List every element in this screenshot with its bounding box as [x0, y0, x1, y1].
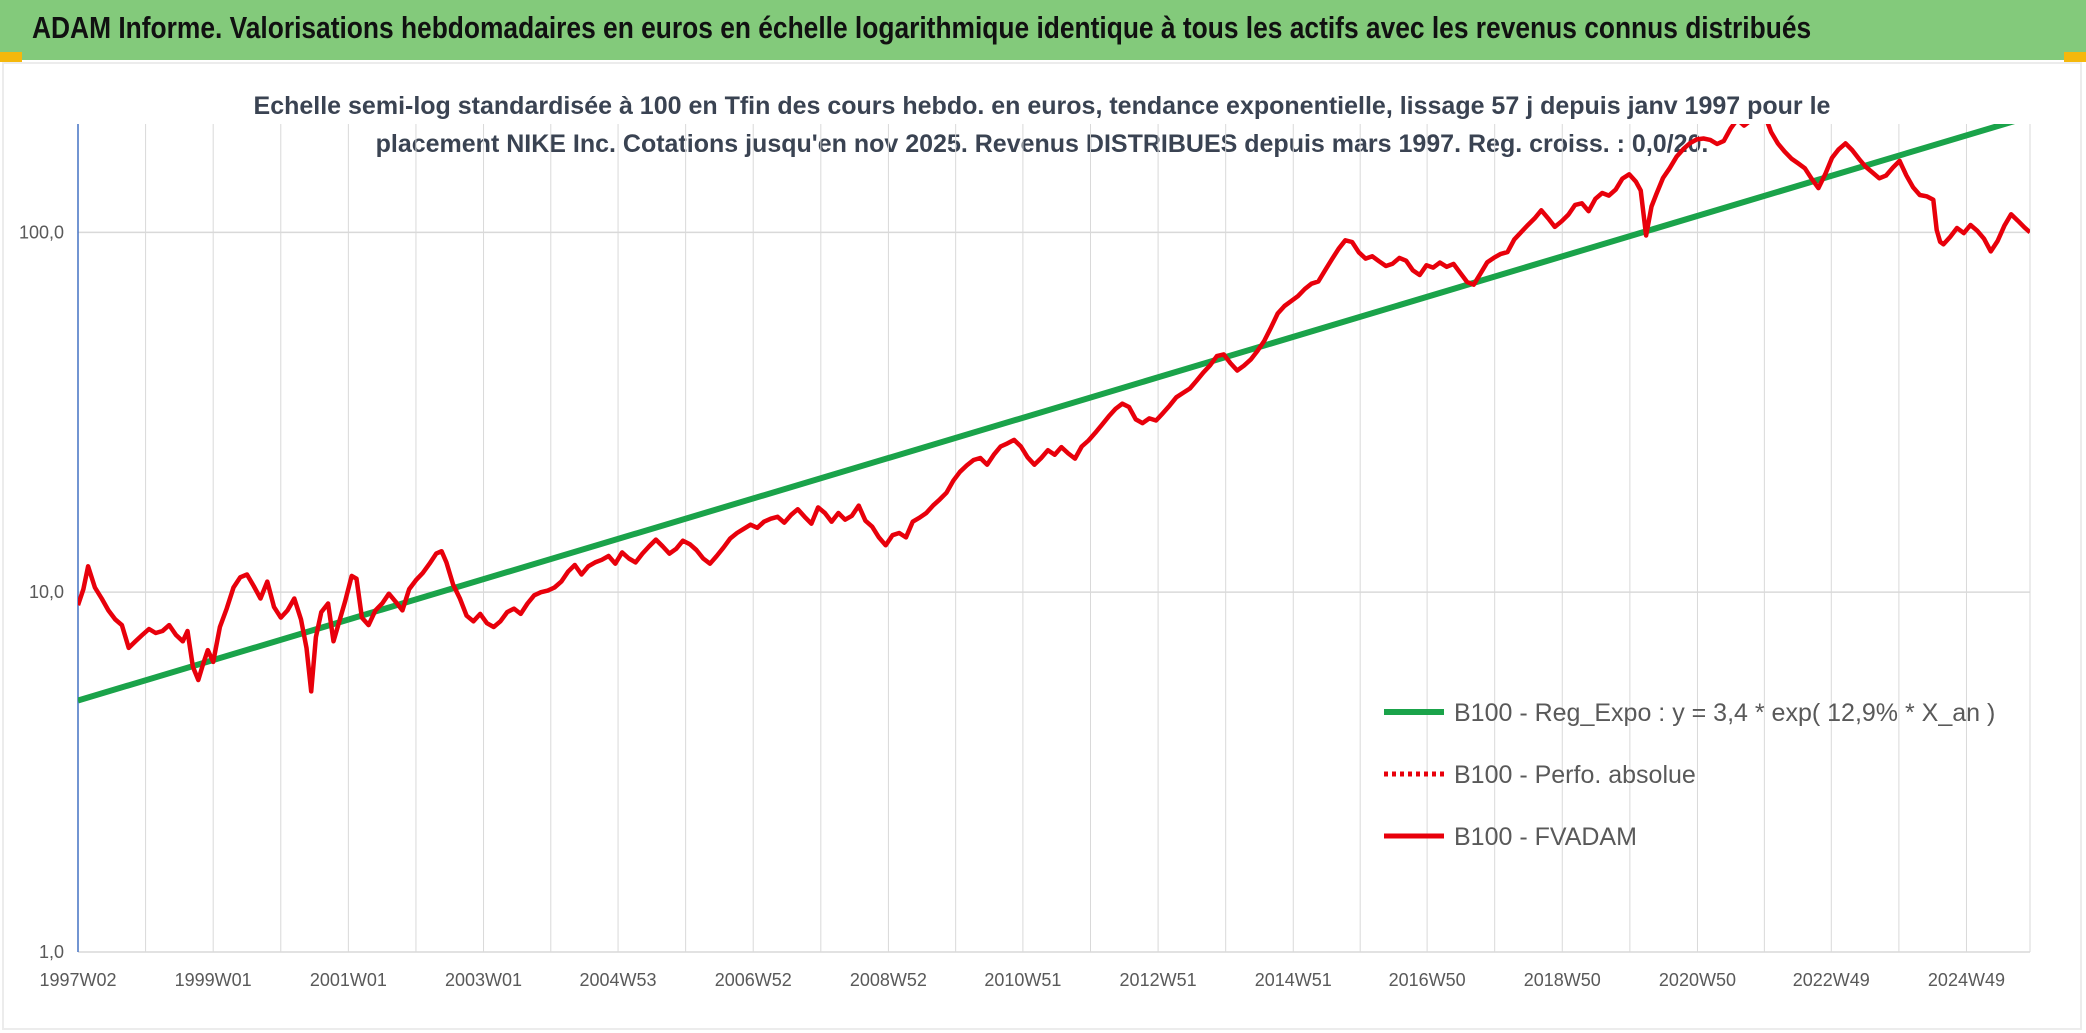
chart-subtitle-line-2: placement NIKE Inc. Cotations jusqu'en n… — [376, 130, 1709, 158]
report-title: ADAM Informe. Valorisations hebdomadaire… — [32, 10, 1812, 45]
corner-tab-right — [2064, 52, 2086, 62]
x-tick-label: 2008W52 — [850, 970, 927, 990]
x-tick-label: 2020W50 — [1659, 970, 1736, 990]
x-tick-label: 1997W02 — [39, 970, 116, 990]
x-tick-label: 2022W49 — [1793, 970, 1870, 990]
y-tick-label: 100,0 — [19, 222, 64, 242]
regression-line — [78, 124, 2016, 704]
x-tick-label: 2012W51 — [1120, 970, 1197, 990]
x-tick-label: 1999W01 — [175, 970, 252, 990]
axes: 1,0 10,0 100,0 1997W02 1999W01 2001W01 2003W01… — [19, 124, 2005, 990]
y-tick-label: 10,0 — [29, 582, 64, 602]
x-tick-label: 2016W50 — [1389, 970, 1466, 990]
series-lines — [78, 124, 2030, 704]
x-tick-label: 2003W01 — [445, 970, 522, 990]
y-tick-label: 1,0 — [39, 942, 64, 962]
log-chart: Echelle semi-log standardisée à 100 en T… — [19, 92, 2031, 990]
corner-tab-left — [0, 52, 22, 62]
x-tick-label: 2010W51 — [984, 970, 1061, 990]
report-banner: ADAM Informe. Valorisations hebdomadaire… — [0, 0, 2086, 60]
x-tick-label: 2018W50 — [1524, 970, 1601, 990]
chart-subtitle-line-1: Echelle semi-log standardisée à 100 en T… — [254, 92, 1831, 120]
fvadam-line — [78, 124, 2030, 694]
x-tick-label: 2006W52 — [715, 970, 792, 990]
grid-lines — [77, 124, 2031, 953]
x-tick-label: 2004W53 — [580, 970, 657, 990]
legend-label: B100 - Perfo. absolue — [1454, 761, 1696, 789]
legend-label: B100 - Reg_Expo : y = 3,4 * exp( 12,9% *… — [1454, 699, 1995, 727]
legend-label: B100 - FVADAM — [1454, 823, 1637, 851]
chart-frame: Echelle semi-log standardisée à 100 en T… — [2, 62, 2082, 1030]
x-tick-label: 2001W01 — [310, 970, 387, 990]
x-tick-label: 2024W49 — [1928, 970, 2005, 990]
x-tick-label: 2014W51 — [1255, 970, 1332, 990]
legend: B100 - Reg_Expo : y = 3,4 * exp( 12,9% *… — [1384, 699, 1995, 851]
